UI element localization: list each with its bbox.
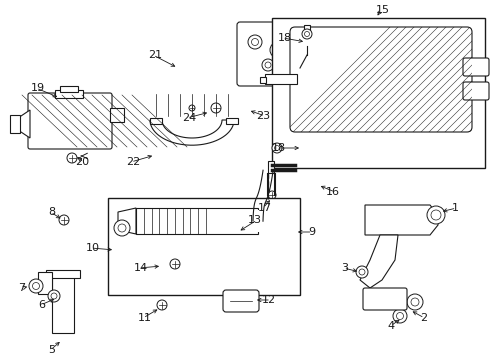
- Text: 5: 5: [48, 345, 55, 355]
- Bar: [272, 18, 485, 168]
- Polygon shape: [150, 120, 234, 145]
- Bar: [60, 86, 78, 92]
- Circle shape: [427, 206, 445, 224]
- Bar: [150, 118, 162, 124]
- FancyBboxPatch shape: [463, 58, 489, 76]
- FancyBboxPatch shape: [237, 22, 311, 86]
- Bar: [55, 90, 83, 98]
- FancyBboxPatch shape: [363, 288, 407, 310]
- Text: 11: 11: [138, 313, 152, 323]
- Text: 16: 16: [326, 187, 340, 197]
- Circle shape: [290, 37, 300, 47]
- FancyBboxPatch shape: [290, 27, 472, 132]
- Circle shape: [251, 39, 259, 45]
- Text: 7: 7: [18, 283, 25, 293]
- Circle shape: [170, 259, 180, 269]
- Bar: [136, 208, 258, 234]
- Bar: [226, 118, 238, 124]
- Text: 19: 19: [31, 83, 45, 93]
- Circle shape: [431, 210, 441, 220]
- Circle shape: [302, 29, 312, 39]
- Circle shape: [29, 279, 43, 293]
- Circle shape: [59, 215, 69, 225]
- Bar: [46, 270, 80, 278]
- Text: 20: 20: [75, 157, 89, 167]
- Circle shape: [265, 62, 271, 68]
- Circle shape: [393, 309, 407, 323]
- Text: 10: 10: [86, 243, 100, 253]
- Text: 9: 9: [308, 227, 315, 237]
- Polygon shape: [118, 208, 136, 234]
- FancyBboxPatch shape: [463, 82, 489, 100]
- Circle shape: [157, 300, 167, 310]
- Circle shape: [262, 59, 274, 71]
- Bar: [38, 272, 52, 294]
- Text: 24: 24: [182, 113, 196, 123]
- Text: 6: 6: [38, 300, 45, 310]
- Circle shape: [32, 283, 40, 289]
- Circle shape: [248, 35, 262, 49]
- FancyBboxPatch shape: [223, 290, 259, 312]
- Bar: [108, 198, 300, 295]
- Text: 8: 8: [48, 207, 55, 217]
- Bar: [268, 161, 274, 173]
- Circle shape: [189, 105, 195, 111]
- Text: 3: 3: [341, 263, 348, 273]
- Circle shape: [51, 293, 57, 299]
- Text: 14: 14: [134, 263, 148, 273]
- Text: 17: 17: [258, 203, 272, 213]
- Bar: [260, 77, 266, 83]
- Circle shape: [67, 153, 77, 163]
- Bar: [110, 108, 124, 122]
- Text: 21: 21: [148, 50, 162, 60]
- Circle shape: [273, 45, 283, 54]
- Polygon shape: [365, 205, 438, 235]
- Circle shape: [118, 224, 126, 232]
- FancyBboxPatch shape: [28, 93, 112, 149]
- Circle shape: [48, 290, 60, 302]
- Text: 22: 22: [126, 157, 140, 167]
- Circle shape: [272, 143, 282, 153]
- Polygon shape: [18, 110, 30, 138]
- Circle shape: [114, 220, 130, 236]
- Circle shape: [293, 40, 297, 45]
- Circle shape: [411, 298, 419, 306]
- Bar: [265, 74, 297, 84]
- Circle shape: [407, 294, 423, 310]
- Circle shape: [304, 32, 310, 36]
- Circle shape: [274, 145, 279, 150]
- Bar: [208, 210, 260, 232]
- Circle shape: [211, 103, 221, 113]
- Polygon shape: [360, 235, 398, 288]
- Text: 1: 1: [452, 203, 459, 213]
- Text: 13: 13: [248, 215, 262, 225]
- Circle shape: [396, 312, 403, 320]
- Circle shape: [359, 269, 365, 275]
- Text: 4: 4: [388, 321, 395, 331]
- Text: 12: 12: [262, 295, 276, 305]
- Text: 18: 18: [272, 143, 286, 153]
- Text: 2: 2: [420, 313, 427, 323]
- Bar: [304, 25, 310, 37]
- Text: 15: 15: [376, 5, 390, 15]
- Bar: [52, 275, 74, 333]
- Circle shape: [356, 266, 368, 278]
- Bar: [10, 115, 20, 133]
- Circle shape: [268, 191, 276, 199]
- Text: 23: 23: [256, 111, 270, 121]
- Circle shape: [270, 42, 286, 58]
- Text: 18: 18: [278, 33, 292, 43]
- Ellipse shape: [290, 52, 300, 68]
